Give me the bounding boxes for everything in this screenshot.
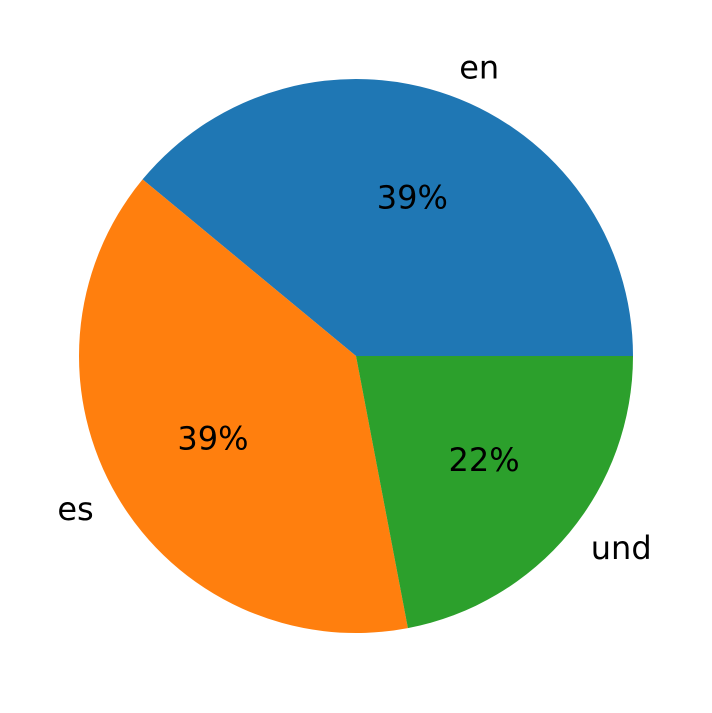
category-label: und [591, 529, 652, 567]
pie-wedge [356, 356, 633, 629]
value-label: 22% [448, 441, 519, 479]
pie-wedge [142, 79, 634, 357]
value-label: 39% [377, 179, 448, 217]
category-label: es [57, 490, 93, 528]
pie-wedge [78, 179, 408, 634]
value-label: 39% [177, 420, 248, 458]
category-label: en [459, 48, 499, 86]
